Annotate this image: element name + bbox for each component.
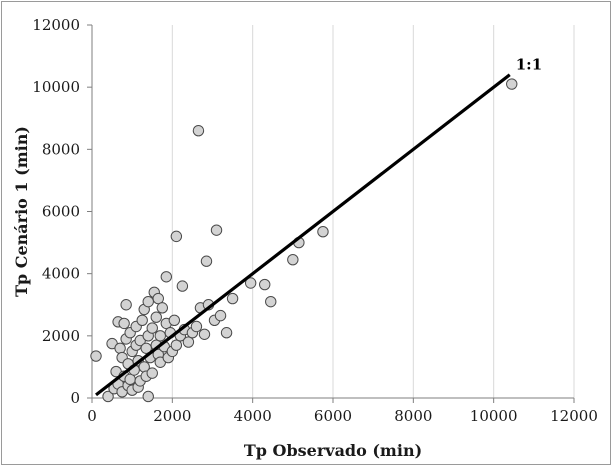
y-tick-label: 2000 [42,327,80,345]
x-tick-label: 10000 [470,407,518,425]
data-point [146,367,158,379]
data-point [506,78,518,90]
data-point [118,317,130,330]
x-tick-label: 12000 [550,407,598,425]
axes [87,24,575,403]
reference-line-group: 1:1 [95,56,542,397]
data-point [210,224,223,236]
y-tick-label: 4000 [42,265,80,283]
data-point [176,280,189,292]
data-point [287,253,299,266]
reference-line-label: 1:1 [516,56,542,74]
x-tick-label: 6000 [314,407,352,425]
x-tick-label: 2000 [153,407,191,425]
data-point [170,339,183,351]
data-point [156,302,168,314]
data-point [154,330,166,342]
data-point [265,295,277,308]
data-point [244,277,257,289]
y-tick-label: 0 [70,389,80,407]
data-point [214,309,227,322]
data-point [90,350,102,362]
data-point [150,311,162,323]
data-point [152,292,164,305]
data-point [226,292,239,305]
data-point [102,390,114,403]
data-point [317,226,329,238]
data-point [190,320,203,333]
reference-line [95,73,511,397]
data-point [220,327,233,339]
tick-labels: 0 2000 4000 6000 8000 10000 12000 0 2000 4000 6000… [32,16,598,425]
data-point [200,255,213,267]
data-points [90,78,518,403]
data-point [160,271,173,283]
y-tick-label: 8000 [42,140,80,158]
y-tick-label: 6000 [42,203,80,221]
data-point [136,314,148,326]
y-axis-title: Tp Cenário 1 (min) [12,126,31,297]
y-tick-label: 10000 [32,78,80,96]
data-point [170,230,183,243]
data-point [168,314,181,326]
x-tick-label: 0 [87,407,97,425]
data-point [198,328,211,340]
data-point [192,124,205,137]
data-point [259,278,271,291]
data-point [140,342,152,354]
data-point [182,336,195,348]
data-point [142,295,154,308]
x-tick-label: 4000 [234,407,272,425]
y-tick-label: 12000 [32,16,80,34]
data-point [120,299,132,311]
data-point [114,342,126,354]
x-axis-title: Tp Observado (min) [244,441,422,460]
x-tick-label: 8000 [394,407,432,425]
data-point [142,390,154,403]
data-point [146,322,158,334]
